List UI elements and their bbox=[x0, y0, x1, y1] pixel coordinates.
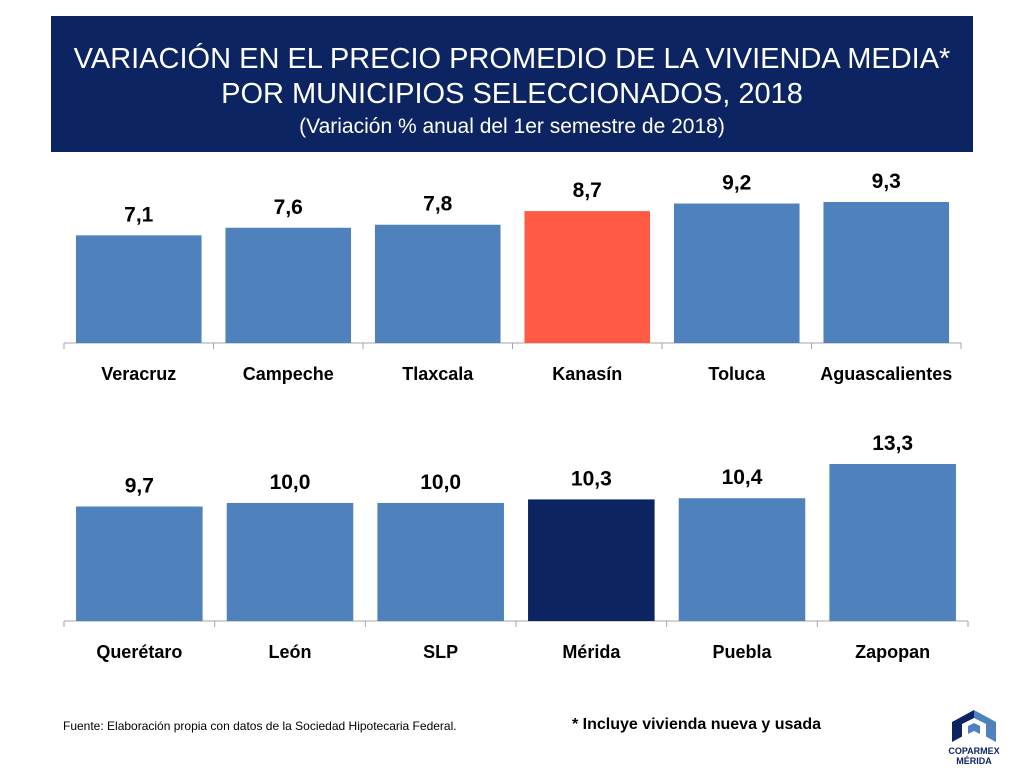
category-label: Veracruz bbox=[101, 364, 176, 384]
data-label: 8,7 bbox=[573, 179, 602, 202]
bar bbox=[524, 211, 651, 343]
bar bbox=[829, 464, 956, 621]
bar bbox=[374, 224, 501, 343]
category-label: Querétaro bbox=[96, 642, 182, 662]
data-label: 7,8 bbox=[423, 193, 453, 216]
logo-line-2: MÉRIDA bbox=[956, 756, 992, 766]
data-label: 7,6 bbox=[274, 196, 303, 219]
category-label: Tlaxcala bbox=[402, 364, 474, 384]
coparmex-emblem-icon bbox=[952, 710, 996, 742]
category-label: Puebla bbox=[712, 642, 772, 662]
data-label: 13,3 bbox=[872, 432, 913, 455]
category-label: Mérida bbox=[562, 642, 621, 662]
category-label: Kanasín bbox=[552, 364, 622, 384]
bar bbox=[528, 499, 655, 621]
bar-charts: 7,1 Veracruz 7,6 Campeche 7,8 Tlaxcala 8,7 Kana… bbox=[63, 170, 969, 662]
category-label: Zapopan bbox=[855, 642, 930, 662]
data-label: 9,3 bbox=[872, 170, 901, 193]
category-label: Toluca bbox=[708, 364, 766, 384]
source-note: Fuente: Elaboración propia con datos de … bbox=[63, 719, 457, 733]
category-label: SLP bbox=[423, 642, 458, 662]
category-label: Aguascalientes bbox=[820, 364, 952, 384]
bar bbox=[75, 235, 202, 343]
footnote: * Incluye vivienda nueva y usada bbox=[572, 716, 821, 733]
chart-title-line-2: POR MUNICIPIOS SELECCIONADOS, 2018 bbox=[221, 78, 803, 110]
chart-subtitle: (Variación % anual del 1er semestre de 2… bbox=[299, 115, 725, 138]
category-label: León bbox=[269, 642, 312, 662]
bar bbox=[377, 502, 504, 621]
bar bbox=[76, 506, 203, 621]
data-label: 9,7 bbox=[125, 474, 154, 497]
bar bbox=[225, 227, 352, 343]
bar bbox=[678, 498, 806, 621]
category-label: Campeche bbox=[243, 364, 334, 384]
bar bbox=[673, 203, 800, 343]
data-label: 10,4 bbox=[722, 466, 763, 489]
bar bbox=[823, 202, 950, 343]
data-label: 7,1 bbox=[124, 203, 154, 226]
data-label: 10,3 bbox=[571, 467, 612, 490]
data-label: 10,0 bbox=[420, 471, 461, 494]
bar bbox=[226, 502, 354, 621]
logo-line-1: COPARMEX bbox=[948, 746, 1000, 756]
coparmex-logo: COPARMEX MÉRIDA bbox=[944, 708, 1004, 766]
chart-title-line-1: VARIACIÓN EN EL PRECIO PROMEDIO DE LA VI… bbox=[73, 43, 951, 75]
title-banner: VARIACIÓN EN EL PRECIO PROMEDIO DE LA VI… bbox=[51, 16, 973, 152]
data-label: 9,2 bbox=[722, 172, 751, 195]
data-label: 10,0 bbox=[270, 471, 311, 494]
